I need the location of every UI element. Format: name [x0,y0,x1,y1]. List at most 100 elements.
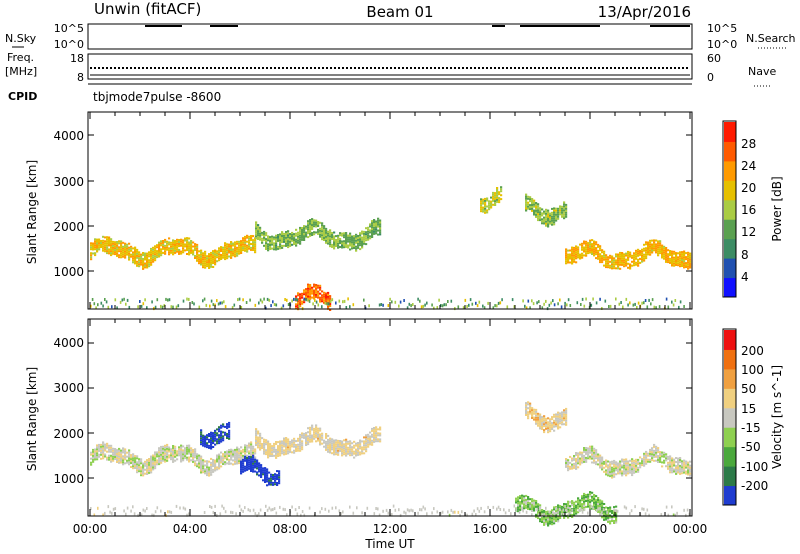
range-gate-cell [206,438,209,441]
range-gate-cell [118,455,121,458]
range-gate-cell [140,259,143,262]
range-gate-cell [484,203,487,206]
range-gate-cell [553,522,556,525]
range-gate-cell [605,465,608,468]
range-gate-cell [301,233,304,235]
range-gate-cell [371,230,374,232]
range-gate-cell [557,425,560,428]
range-gate-cell [256,463,259,466]
range-gate-cell [281,440,284,443]
range-gate-cell [605,258,608,261]
range-gate-cell [553,419,556,422]
range-gate-cell [299,228,302,231]
range-gate-cell [563,423,566,426]
range-gate-cell [589,245,592,248]
range-gate-cell [281,442,284,445]
range-gate-cell [601,257,604,260]
range-gate-cell [255,223,258,226]
range-gate-cell [234,241,237,244]
range-gate-cell [563,203,566,206]
ground-scatter-cell [160,509,162,513]
ground-scatter-cell [499,301,502,305]
range-gate-cell [679,470,682,473]
range-gate-cell [543,415,546,418]
range-gate-cell [104,455,107,458]
range-gate-cell [615,467,618,470]
range-gate-cell [307,226,310,229]
range-gate-cell [523,499,526,502]
range-gate-cell [214,435,217,438]
range-gate-cell [271,455,274,457]
range-gate-cell [349,440,352,443]
range-gate-cell [309,438,312,441]
range-gate-cell [160,447,163,450]
range-gate-cell [641,260,644,263]
range-gate-cell [631,462,634,465]
ground-scatter-cell [496,304,498,308]
range-gate-cell [220,436,223,439]
range-gate-cell [369,223,372,226]
range-gate-cell [347,244,350,247]
range-gate-cell [305,432,308,435]
range-gate-cell [679,472,682,475]
ground-scatter-cell [235,512,237,516]
range-gate-cell [190,455,193,458]
range-gate-cell [184,455,187,458]
ground-scatter-cell [433,507,435,511]
range-gate-cell [96,454,99,457]
range-gate-cell [192,458,195,461]
range-gate-cell [317,429,320,432]
range-gate-cell [589,507,592,509]
range-gate-cell [257,444,260,447]
range-gate-cell [345,444,348,447]
range-gate-cell [112,252,115,255]
range-gate-cell [202,254,205,257]
range-gate-cell [142,470,145,473]
range-gate-cell [315,428,318,431]
range-gate-cell [689,262,692,265]
range-gate-cell [369,439,372,442]
range-gate-cell [198,254,201,257]
range-gate-cell [373,228,376,231]
range-gate-cell [575,512,578,515]
range-gate-cell [166,246,169,249]
range-gate-cell [667,461,670,464]
range-gate-cell [587,449,590,452]
range-gate-cell [547,215,550,218]
range-gate-cell [581,459,584,462]
range-gate-cell [651,457,654,460]
range-gate-cell [537,203,540,206]
range-gate-cell [535,503,538,506]
range-gate-cell [519,503,522,506]
range-gate-cell [92,242,95,245]
range-gate-cell [180,238,183,241]
range-gate-cell [371,234,374,236]
range-gate-cell [214,439,217,442]
range-gate-cell [106,240,109,243]
range-gate-cell [252,445,255,448]
range-gate-cell [309,297,312,300]
range-gate-cell [623,255,626,258]
range-gate-cell [551,523,554,526]
range-gate-cell [100,242,103,244]
range-gate-cell [571,516,574,518]
range-gate-cell [196,259,199,262]
range-gate-cell [339,449,342,452]
range-gate-cell [377,219,380,222]
range-gate-cell [683,461,686,464]
range-gate-cell [252,470,255,473]
range-gate-cell [96,444,99,447]
range-gate-cell [206,446,209,449]
range-gate-cell [100,246,103,248]
range-gate-cell [525,193,528,196]
range-gate-cell [625,466,628,469]
range-gate-cell [657,459,660,461]
ground-scatter-cell [142,508,145,512]
range-gate-cell [244,241,247,244]
ground-scatter-cell [553,512,556,516]
ground-scatter-cell [525,510,528,514]
ground-scatter-cell [660,513,663,517]
range-gate-cell [575,460,578,462]
range-gate-cell [309,220,312,223]
range-gate-cell [94,252,97,255]
